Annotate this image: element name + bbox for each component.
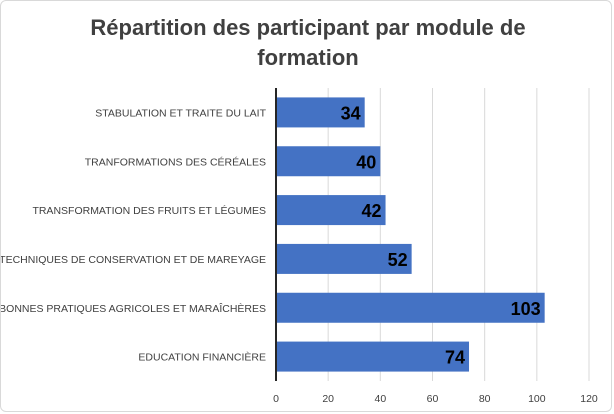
bar — [276, 97, 365, 128]
data-label: 40 — [356, 152, 376, 172]
x-tick-label: 60 — [427, 393, 439, 405]
category-label: STABULATION ET TRAITE DU LAIT — [95, 107, 266, 119]
category-label: TECHNIQUES DE CONSERVATION ET DE MAREYAG… — [1, 254, 266, 266]
x-tick-label: 80 — [479, 393, 491, 405]
x-tick-label: 120 — [580, 393, 598, 405]
x-tick-label: 40 — [374, 393, 386, 405]
chart-title: Répartition des participant par module d… — [90, 15, 526, 70]
data-label: 34 — [341, 103, 361, 123]
x-tick-label: 0 — [273, 393, 279, 405]
bar — [276, 341, 470, 372]
x-tick-label: 20 — [322, 393, 334, 405]
bar — [276, 243, 412, 274]
data-label: 52 — [388, 250, 408, 270]
category-label: BONNES PRATIQUES AGRICOLES ET MARAÎCHÈRE… — [1, 302, 266, 315]
bar — [276, 195, 386, 226]
data-label: 103 — [511, 299, 541, 319]
x-tick-label: 100 — [528, 393, 546, 405]
category-label: TRANFORMATIONS DES CÉRÉALES — [85, 155, 266, 168]
category-label: TRANSFORMATION DES FRUITS ET LÉGUMES — [32, 204, 266, 217]
category-label: EDUCATION FINANCIÈRE — [138, 351, 266, 364]
bar — [276, 146, 381, 177]
data-label: 74 — [445, 348, 465, 368]
bar — [276, 292, 545, 323]
data-label: 42 — [362, 201, 382, 221]
